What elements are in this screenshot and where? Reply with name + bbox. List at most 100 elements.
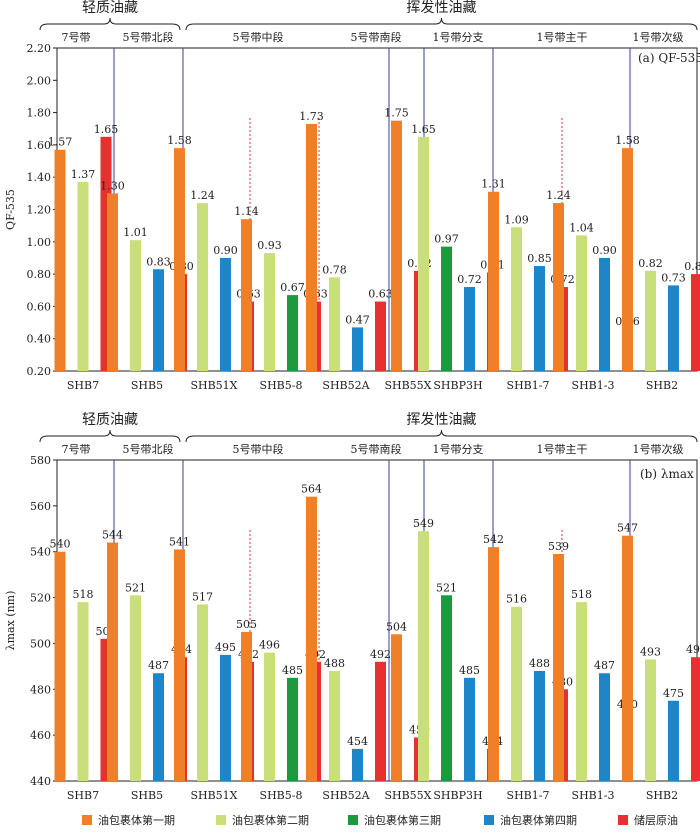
y-tick-label: 2.00 (27, 74, 52, 87)
bar-p1 (107, 542, 118, 781)
well-label: SHB51X (190, 789, 237, 802)
well-label: SHBP3H (433, 379, 482, 392)
bar-p1 (174, 549, 185, 781)
well-label: SHB7 (67, 789, 99, 802)
well-label: SHB51X (190, 379, 237, 392)
well-label: SHB2 (646, 789, 678, 802)
bar-value-label: 505 (236, 618, 257, 631)
bar-p4 (668, 285, 679, 371)
bar-value-label: 488 (324, 657, 345, 670)
bar-p1 (241, 219, 252, 371)
bar-value-label: 0.78 (322, 263, 347, 276)
bar-value-label: 454 (347, 735, 368, 748)
bracket-label: 挥发性油藏 (407, 0, 477, 16)
well-label: SHB5-8 (260, 789, 303, 802)
legend-label: 油包裹体第一期 (98, 813, 175, 827)
bar-value-label: 1.01 (123, 226, 148, 239)
y-tick-label: 1.60 (27, 139, 52, 152)
bar-value-label: 540 (50, 538, 71, 551)
bar-value-label: 495 (215, 641, 236, 654)
bar-value-label: 0.90 (213, 244, 238, 257)
bar-value-label: 475 (663, 687, 684, 700)
y-tick-label: 2.20 (27, 42, 52, 55)
y-tick-label: 540 (30, 546, 51, 559)
bar-value-label: 1.58 (615, 134, 640, 147)
well-label: SHB7 (67, 379, 99, 392)
bracket-label: 挥发性油藏 (407, 412, 477, 428)
legend-label: 油包裹体第二期 (232, 813, 309, 827)
bar-p2 (264, 253, 275, 371)
bar-value-label: 487 (148, 659, 169, 672)
bar-value-label: 544 (102, 529, 123, 542)
bar-value-label: 0.97 (434, 233, 459, 246)
bar-p1 (306, 123, 317, 371)
bar-p2 (511, 606, 522, 781)
bar-p5 (100, 136, 112, 371)
legend-label: 储层原油 (634, 813, 678, 827)
well-label: SHB5-8 (260, 379, 303, 392)
bar-p2 (77, 182, 89, 371)
bar-value-label: 1.75 (384, 107, 409, 120)
y-tick-label: 1.80 (27, 107, 52, 120)
y-tick-label: 460 (30, 729, 51, 742)
legend: 油包裹体第一期 油包裹体第二期 油包裹体第三期 油包裹体第四期 储层原油 (82, 813, 678, 827)
y-tick-label: 0.20 (27, 365, 52, 378)
zone-label: 1号带分支 (433, 31, 484, 44)
well-label: SHB1-7 (507, 379, 550, 392)
zone-label: 1号带次级 (633, 442, 684, 456)
y-tick-label: 500 (30, 637, 51, 650)
y-tick-label: 520 (30, 592, 51, 605)
panel-b: 轻质油藏 挥发性油藏 7号带 5号带北段 5号带中段 5号带南段 1号带分支 1号带主干 1号带… (4, 412, 700, 802)
bar-value-label: 492 (370, 648, 391, 661)
bar-p4 (220, 654, 231, 781)
bar-value-label: 517 (192, 590, 213, 603)
well-label: SHB1-3 (572, 379, 615, 392)
bar-p1 (622, 535, 633, 781)
bar-p1 (622, 148, 633, 371)
legend-swatch-p4 (484, 815, 494, 825)
bar-value-label: 488 (529, 657, 550, 670)
bar-p4 (153, 269, 164, 371)
y-tick-label: 580 (30, 454, 51, 467)
bar-value-label: 0.67 (280, 281, 305, 294)
bar-p4 (352, 327, 363, 371)
y-tick-label: 440 (30, 775, 51, 788)
bar-value-label: 0.82 (638, 257, 663, 270)
bar-value-label: 485 (459, 664, 480, 677)
bar-value-label: 1.14 (234, 205, 259, 218)
y-tick-label: 480 (30, 683, 51, 696)
bar-p4 (599, 257, 610, 371)
bar-p5 (375, 301, 386, 371)
well-label: SHB1-7 (507, 789, 550, 802)
bar-value-label: 485 (282, 664, 303, 677)
bar-p2 (645, 270, 656, 371)
bar-value-label: 493 (640, 645, 661, 658)
legend-swatch-p3 (348, 815, 358, 825)
bar-value-label: 1.58 (167, 134, 192, 147)
bar-value-label: 1.65 (411, 123, 436, 136)
bar-value-label: 564 (301, 483, 322, 496)
bar-p1 (391, 120, 402, 371)
bar-p2 (329, 277, 340, 371)
bar-value-label: 487 (594, 659, 615, 672)
legend-swatch-p5 (618, 815, 628, 825)
bar-value-label: 542 (483, 533, 504, 546)
well-label: SHB5 (131, 789, 163, 802)
bar-value-label: 0.73 (661, 271, 686, 284)
bar-p1 (553, 203, 564, 371)
bar-p5 (691, 274, 700, 371)
well-label: SHB55X (384, 789, 431, 802)
bar-p4 (352, 748, 363, 781)
bar-p3 (441, 595, 452, 781)
bar-value-label: 0.85 (527, 252, 552, 265)
bar-value-label: 1.31 (481, 178, 506, 191)
bar-p1 (107, 193, 118, 371)
bar-value-label: 521 (125, 581, 146, 594)
y-tick-label: 1.20 (27, 204, 52, 217)
bar-value-label: 0.93 (257, 239, 282, 252)
zone-label: 5号带北段 (123, 30, 174, 44)
bar-p4 (464, 287, 475, 371)
zone-label: 5号带南段 (351, 30, 402, 44)
bar-value-label: 0.83 (146, 255, 171, 268)
zone-label: 1号带主干 (537, 31, 588, 44)
